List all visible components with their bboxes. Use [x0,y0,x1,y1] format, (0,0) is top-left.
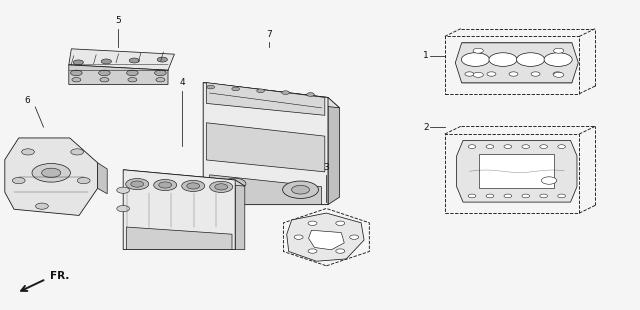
Circle shape [215,184,228,190]
Polygon shape [97,163,107,194]
Polygon shape [69,65,168,84]
Circle shape [42,168,61,177]
Circle shape [99,70,110,76]
Circle shape [307,93,314,96]
Polygon shape [5,138,97,215]
Circle shape [489,53,517,66]
Polygon shape [206,123,324,172]
Polygon shape [206,82,324,115]
Circle shape [282,91,289,95]
Polygon shape [210,175,321,205]
Circle shape [182,180,205,192]
Circle shape [558,145,566,148]
Polygon shape [124,170,236,250]
Circle shape [468,194,476,198]
Circle shape [486,194,494,198]
Text: 3: 3 [324,163,329,172]
Text: 2: 2 [423,122,429,132]
Circle shape [522,194,530,198]
Polygon shape [287,213,364,261]
Circle shape [473,72,483,77]
Polygon shape [127,227,232,250]
Circle shape [187,183,200,189]
Circle shape [540,145,548,148]
Circle shape [558,194,566,198]
Circle shape [336,221,345,225]
Circle shape [504,194,512,198]
Circle shape [100,78,109,82]
Polygon shape [124,170,245,186]
Circle shape [554,72,564,77]
Circle shape [486,145,494,148]
Circle shape [257,89,264,93]
Circle shape [292,185,310,194]
Circle shape [541,177,557,184]
Circle shape [308,249,317,253]
Circle shape [349,235,358,239]
Circle shape [72,78,81,82]
Circle shape [77,177,90,184]
Circle shape [127,70,138,76]
Circle shape [131,181,143,187]
Circle shape [223,178,246,189]
Polygon shape [308,230,344,250]
Text: 6: 6 [24,96,29,105]
Circle shape [154,179,177,191]
Polygon shape [457,140,577,202]
Polygon shape [236,180,245,250]
Circle shape [473,48,483,53]
Circle shape [522,145,530,148]
Text: 4: 4 [180,78,185,87]
Circle shape [540,194,548,198]
Polygon shape [455,43,579,83]
Circle shape [101,59,111,64]
Circle shape [509,72,518,76]
Circle shape [71,149,84,155]
Circle shape [156,78,165,82]
Circle shape [544,53,572,66]
Text: FR.: FR. [50,271,69,281]
Circle shape [554,48,564,53]
Text: 5: 5 [116,16,121,25]
Circle shape [516,53,545,66]
Circle shape [294,235,303,239]
Circle shape [553,72,562,76]
Circle shape [129,58,140,63]
Circle shape [504,145,512,148]
Circle shape [157,57,168,62]
Circle shape [117,187,130,193]
Circle shape [117,206,130,212]
Circle shape [128,78,137,82]
Circle shape [36,203,49,209]
Polygon shape [204,82,328,205]
Circle shape [207,85,214,89]
Circle shape [159,182,172,188]
Circle shape [73,60,83,65]
Text: 7: 7 [266,30,271,39]
Circle shape [283,181,319,198]
Circle shape [125,179,148,190]
Circle shape [22,149,35,155]
Polygon shape [69,49,174,70]
Circle shape [468,145,476,148]
Circle shape [336,249,345,253]
Circle shape [232,87,239,91]
Circle shape [32,163,70,182]
Circle shape [461,53,490,66]
Circle shape [465,72,474,76]
Text: 1: 1 [423,51,429,60]
Polygon shape [204,82,339,108]
Circle shape [308,221,317,225]
Circle shape [155,70,166,76]
Circle shape [210,181,233,193]
Circle shape [70,70,82,76]
Circle shape [12,177,25,184]
Circle shape [487,72,496,76]
Circle shape [531,72,540,76]
Polygon shape [479,154,554,188]
Polygon shape [328,97,339,205]
